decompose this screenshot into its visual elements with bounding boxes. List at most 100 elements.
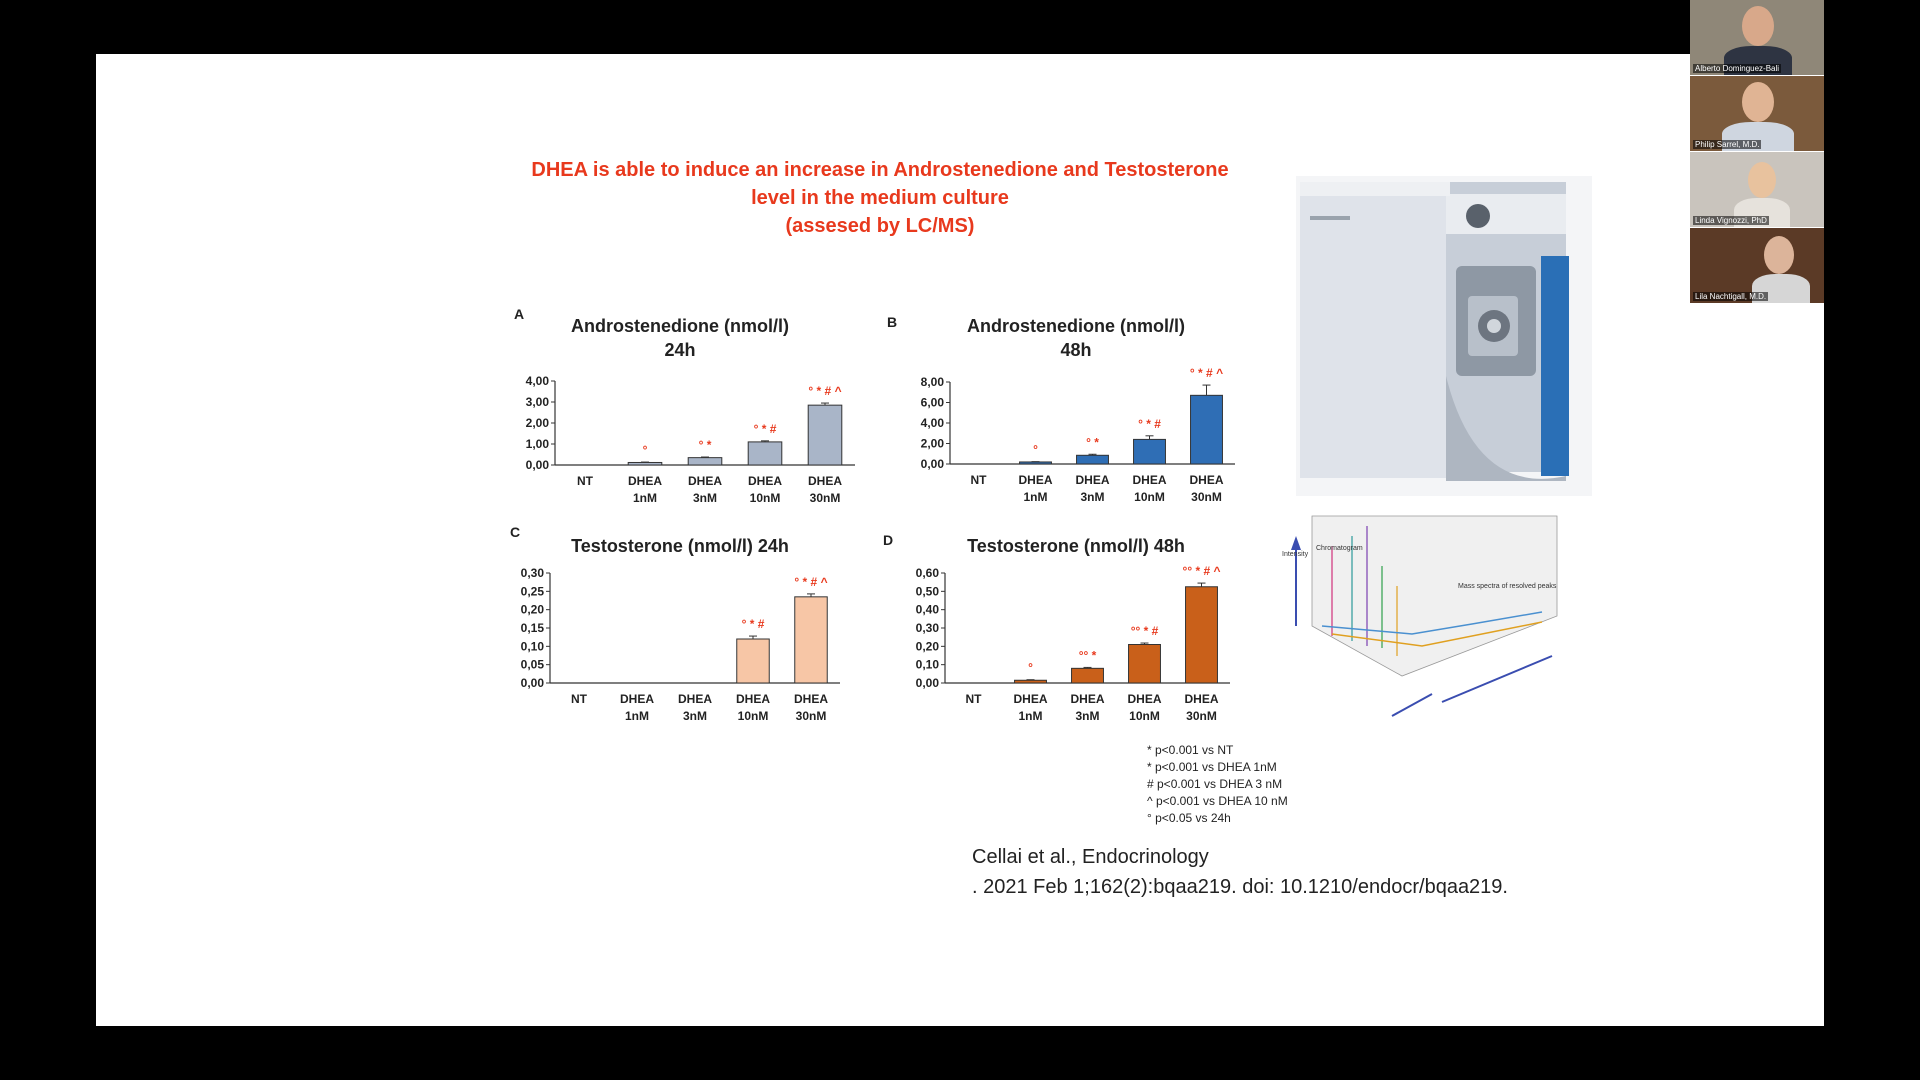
legend-row: * p<0.001 vs DHEA 1nM: [1147, 760, 1277, 774]
x-tick-label: 3nM: [683, 709, 707, 723]
y-tick-label: 0,20: [521, 603, 545, 617]
x-tick-label: 30nM: [810, 491, 841, 505]
bar: [1071, 667, 1104, 684]
y-tick-label: 0,30: [916, 621, 940, 635]
participant-tile[interactable]: Lila Nachtigall, M.D.: [1690, 228, 1824, 303]
x-tick-label: DHEA: [1013, 692, 1047, 706]
y-tick-label: 1,00: [526, 437, 550, 451]
x-tick-label: DHEA: [1075, 473, 1109, 487]
bar: [1185, 586, 1218, 684]
y-tick-label: 4,00: [921, 416, 945, 430]
lcms-schematic-figure: Intensity Chromatogram Mass spectra of r…: [1272, 506, 1572, 728]
bar: [687, 457, 723, 466]
y-tick-label: 0,00: [916, 676, 940, 690]
x-tick-label: 3nM: [1081, 490, 1105, 504]
mass-spectra-label: Mass spectra of resolved peaks: [1458, 583, 1557, 590]
y-tick-label: 3,00: [526, 395, 550, 409]
x-tick-label: 10nM: [750, 491, 781, 505]
x-tick-label: 3nM: [693, 491, 717, 505]
bar: [1019, 461, 1052, 465]
x-tick-label: 1nM: [625, 709, 649, 723]
x-tick-label: DHEA: [678, 692, 712, 706]
y-tick-label: 4,00: [526, 374, 550, 388]
x-tick-label: NT: [966, 692, 983, 706]
chart-title-a: Androstenedione (nmol/l) 24h: [540, 314, 820, 362]
chart-title-line: Androstenedione (nmol/l): [571, 316, 789, 336]
x-tick-label: DHEA: [748, 474, 782, 488]
y-tick-label: 0,50: [916, 584, 940, 598]
chart-title-line: 48h: [1060, 340, 1092, 360]
participant-name: Linda Vignozzi, PhD: [1693, 216, 1769, 225]
citation: Cellai et al., Endocrinology . 2021 Feb …: [972, 842, 1508, 902]
significance-legend: * p<0.001 vs NT * p<0.001 vs DHEA 1nM # …: [1147, 742, 1288, 827]
significance-marker: ° * #: [742, 617, 765, 631]
significance-marker: ° * # ^: [1190, 366, 1223, 380]
bar: [1128, 644, 1161, 684]
significance-marker: °° * # ^: [1183, 564, 1221, 578]
x-tick-label: NT: [577, 474, 594, 488]
bar: [736, 638, 770, 684]
citation-line: Cellai et al., Endocrinology: [972, 846, 1209, 868]
y-tick-label: 0,10: [916, 658, 940, 672]
x-tick-label: NT: [571, 692, 588, 706]
slide-title-line: level in the medium culture: [751, 187, 1009, 209]
significance-marker: ° * # ^: [808, 384, 841, 398]
bar: [1014, 679, 1047, 684]
x-tick-label: DHEA: [1127, 692, 1161, 706]
participant-tile[interactable]: Alberto Dominguez-Bali: [1690, 0, 1824, 75]
y-tick-label: 0,60: [916, 566, 940, 580]
y-tick-label: 6,00: [921, 396, 945, 410]
bar-chart-a: 4,00 3,00 2,00 1,00 0,00 NT ° DHEA 1nM ° * DHEA 3nM…: [526, 374, 855, 505]
y-tick-label: 0,30: [521, 566, 545, 580]
participant-name: Lila Nachtigall, M.D.: [1693, 292, 1769, 301]
x-tick-label: DHEA: [808, 474, 842, 488]
y-tick-label: 0,25: [521, 584, 545, 598]
chart-title-b: Androstenedione (nmol/l) 48h: [936, 314, 1216, 362]
bar: [1190, 394, 1223, 465]
y-tick-label: 0,15: [521, 621, 545, 635]
y-tick-label: 0,05: [521, 658, 545, 672]
significance-marker: ° * #: [754, 422, 777, 436]
significance-marker: °: [1028, 661, 1033, 675]
legend-row: ° p<0.05 vs 24h: [1147, 811, 1231, 825]
y-tick-label: 0,00: [521, 676, 545, 690]
chart-title-c: Testosterone (nmol/l) 24h: [540, 534, 820, 558]
y-tick-label: 2,00: [921, 437, 945, 451]
x-tick-label: DHEA: [628, 474, 662, 488]
legend-row: ^ p<0.001 vs DHEA 10 nM: [1147, 794, 1288, 808]
significance-marker: °° *: [1079, 648, 1097, 662]
x-tick-label: 3nM: [1076, 709, 1100, 723]
citation-line: . 2021 Feb 1;162(2):bqaa219. doi: 10.121…: [972, 876, 1508, 898]
x-tick-label: NT: [971, 473, 988, 487]
x-tick-label: 1nM: [1019, 709, 1043, 723]
x-tick-label: DHEA: [688, 474, 722, 488]
bar-chart-d: 0,60 0,50 0,40 0,30 0,20 0,10 0,00 NT ° DHEA 1nM °°…: [916, 564, 1230, 723]
bar: [794, 596, 828, 684]
bar: [807, 404, 843, 466]
bar-chart-c: 0,30 0,25 0,20 0,15 0,10 0,05 0,00 NT DHEA 1nM DHE…: [521, 566, 840, 723]
participant-tile[interactable]: Linda Vignozzi, PhD: [1690, 152, 1824, 227]
x-tick-label: DHEA: [1018, 473, 1052, 487]
significance-marker: °° * #: [1131, 624, 1159, 638]
x-tick-label: 10nM: [1134, 490, 1165, 504]
participant-tile[interactable]: Philip Sarrel, M.D.: [1690, 76, 1824, 151]
x-tick-label: DHEA: [620, 692, 654, 706]
significance-marker: °: [1033, 443, 1038, 457]
x-tick-label: 30nM: [796, 709, 827, 723]
x-tick-label: 1nM: [633, 491, 657, 505]
intensity-label: Intensity: [1282, 551, 1309, 558]
bar: [1133, 438, 1166, 465]
bar-chart-b: 8,00 6,00 4,00 2,00 0,00 NT ° DHEA 1nM ° * DHEA 3nM…: [921, 366, 1235, 504]
bar: [1076, 454, 1109, 465]
y-tick-label: 2,00: [526, 416, 550, 430]
panel-letter-c: C: [510, 524, 521, 540]
significance-marker: ° *: [1086, 435, 1099, 449]
legend-row: # p<0.001 vs DHEA 3 nM: [1147, 777, 1283, 791]
slide-title-line: DHEA is able to induce an increase in An…: [531, 159, 1229, 181]
legend-row: * p<0.001 vs NT: [1147, 743, 1234, 757]
chart-title-line: 24h: [664, 340, 696, 360]
significance-marker: °: [643, 443, 648, 457]
y-tick-label: 0,00: [921, 457, 945, 471]
slide-title: DHEA is able to induce an increase in An…: [500, 156, 1260, 240]
y-tick-label: 0,10: [521, 639, 545, 653]
